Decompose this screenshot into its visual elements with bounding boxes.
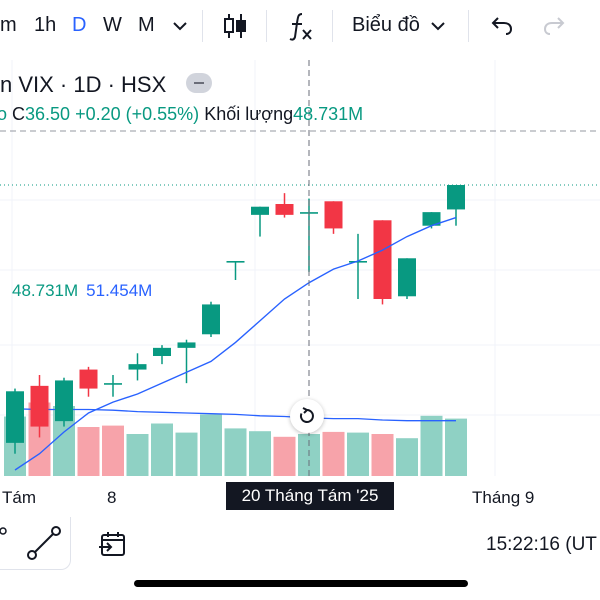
candle-body: [55, 380, 73, 422]
volume-bar: [53, 406, 75, 476]
candle-body: [398, 258, 416, 297]
candle-body: [79, 369, 98, 389]
indicators-fx-icon[interactable]: [288, 11, 314, 41]
crosshair-date-label: 20 Tháng Tám '25: [226, 482, 394, 510]
volume-legend-ma: 51.454M: [86, 281, 153, 300]
change-value: +0.20 (+0.55%): [75, 104, 200, 124]
candlestick-icon[interactable]: [222, 12, 248, 40]
toolbar-divider: [468, 10, 469, 42]
volume-label: Khối lượng: [204, 104, 294, 124]
volume-bar: [151, 423, 173, 476]
volume-bar: [371, 434, 394, 476]
candle-body: [30, 385, 49, 427]
volume-bar: [273, 436, 296, 476]
volume-bar: [102, 425, 124, 476]
chevron-down-icon[interactable]: [172, 20, 188, 32]
toolbar-divider: [266, 10, 267, 42]
x-axis-label: Tám: [2, 488, 36, 507]
candle-body: [226, 261, 245, 263]
volume-bar: [224, 428, 247, 476]
candle-body: [251, 206, 269, 215]
candle-body: [349, 261, 367, 263]
volume-bar: [347, 432, 369, 476]
candle-body: [202, 304, 220, 335]
chart-type-menu[interactable]: Biểu đồ: [352, 14, 420, 36]
volume-bar: [249, 431, 271, 476]
candle-body: [104, 383, 122, 385]
price-chart[interactable]: [0, 52, 600, 517]
replay-icon[interactable]: [98, 529, 128, 559]
volume-ma-line: [14, 408, 456, 422]
volume-bars: [4, 402, 467, 476]
candle-body: [128, 364, 147, 370]
interval-week[interactable]: W: [103, 14, 122, 36]
candles: [6, 185, 465, 454]
close-prefix: C: [12, 104, 26, 124]
volume-bar: [322, 431, 345, 476]
node-icon[interactable]: [0, 525, 12, 537]
reset-chart-button[interactable]: [290, 399, 324, 433]
drawing-tools-panel: [0, 517, 71, 570]
interval-day[interactable]: D: [72, 14, 87, 36]
volume-bar: [200, 414, 222, 476]
interval-month[interactable]: M: [138, 14, 155, 36]
x-axis-label: Tháng 9: [472, 488, 535, 507]
candle-body: [324, 201, 343, 229]
home-indicator: [134, 580, 468, 587]
symbol-title[interactable]: n VIX · 1D · HSX: [0, 72, 167, 97]
line-tool-icon[interactable]: [26, 525, 62, 561]
top-toolbar: m 1h D W M Biểu đồ: [0, 0, 600, 52]
collapse-legend-icon[interactable]: [186, 73, 212, 93]
toolbar-divider: [202, 10, 203, 42]
reset-icon: [299, 407, 314, 423]
price-ma-line: [14, 216, 457, 471]
interval-1h[interactable]: 1h: [34, 14, 57, 36]
redo-icon[interactable]: [542, 15, 566, 37]
toolbar-divider: [332, 10, 333, 42]
volume-bar: [175, 432, 198, 476]
candle-body: [373, 220, 392, 299]
bottom-toolbar: 15:22:16 (UT: [0, 517, 600, 600]
chevron-down-icon[interactable]: [430, 20, 446, 32]
volume-bar: [445, 418, 467, 476]
candle-body: [422, 212, 441, 226]
close-value: 36.50: [25, 104, 71, 124]
volume-legend-value: 48.731M: [12, 281, 79, 300]
candle-body: [447, 185, 465, 210]
volume-bar: [126, 434, 149, 476]
clock-timezone[interactable]: 15:22:16 (UT: [486, 534, 597, 555]
volume-legend: 48.731M 51.454M: [12, 281, 152, 301]
candle-body: [153, 347, 171, 356]
candle-body: [6, 391, 24, 443]
volume-value: 48.731M: [293, 104, 364, 124]
candle-body: [275, 204, 294, 215]
interval-minutes[interactable]: m: [0, 14, 17, 36]
volume-bar: [77, 427, 100, 476]
ohlc-legend: o C36.50 +0.20 (+0.55%) Khối lượng48.731…: [0, 104, 364, 124]
x-axis-label: 8: [107, 488, 117, 507]
volume-bar: [396, 438, 418, 476]
candle-body: [177, 342, 196, 348]
undo-icon[interactable]: [490, 15, 514, 37]
volume-bar: [420, 415, 443, 476]
